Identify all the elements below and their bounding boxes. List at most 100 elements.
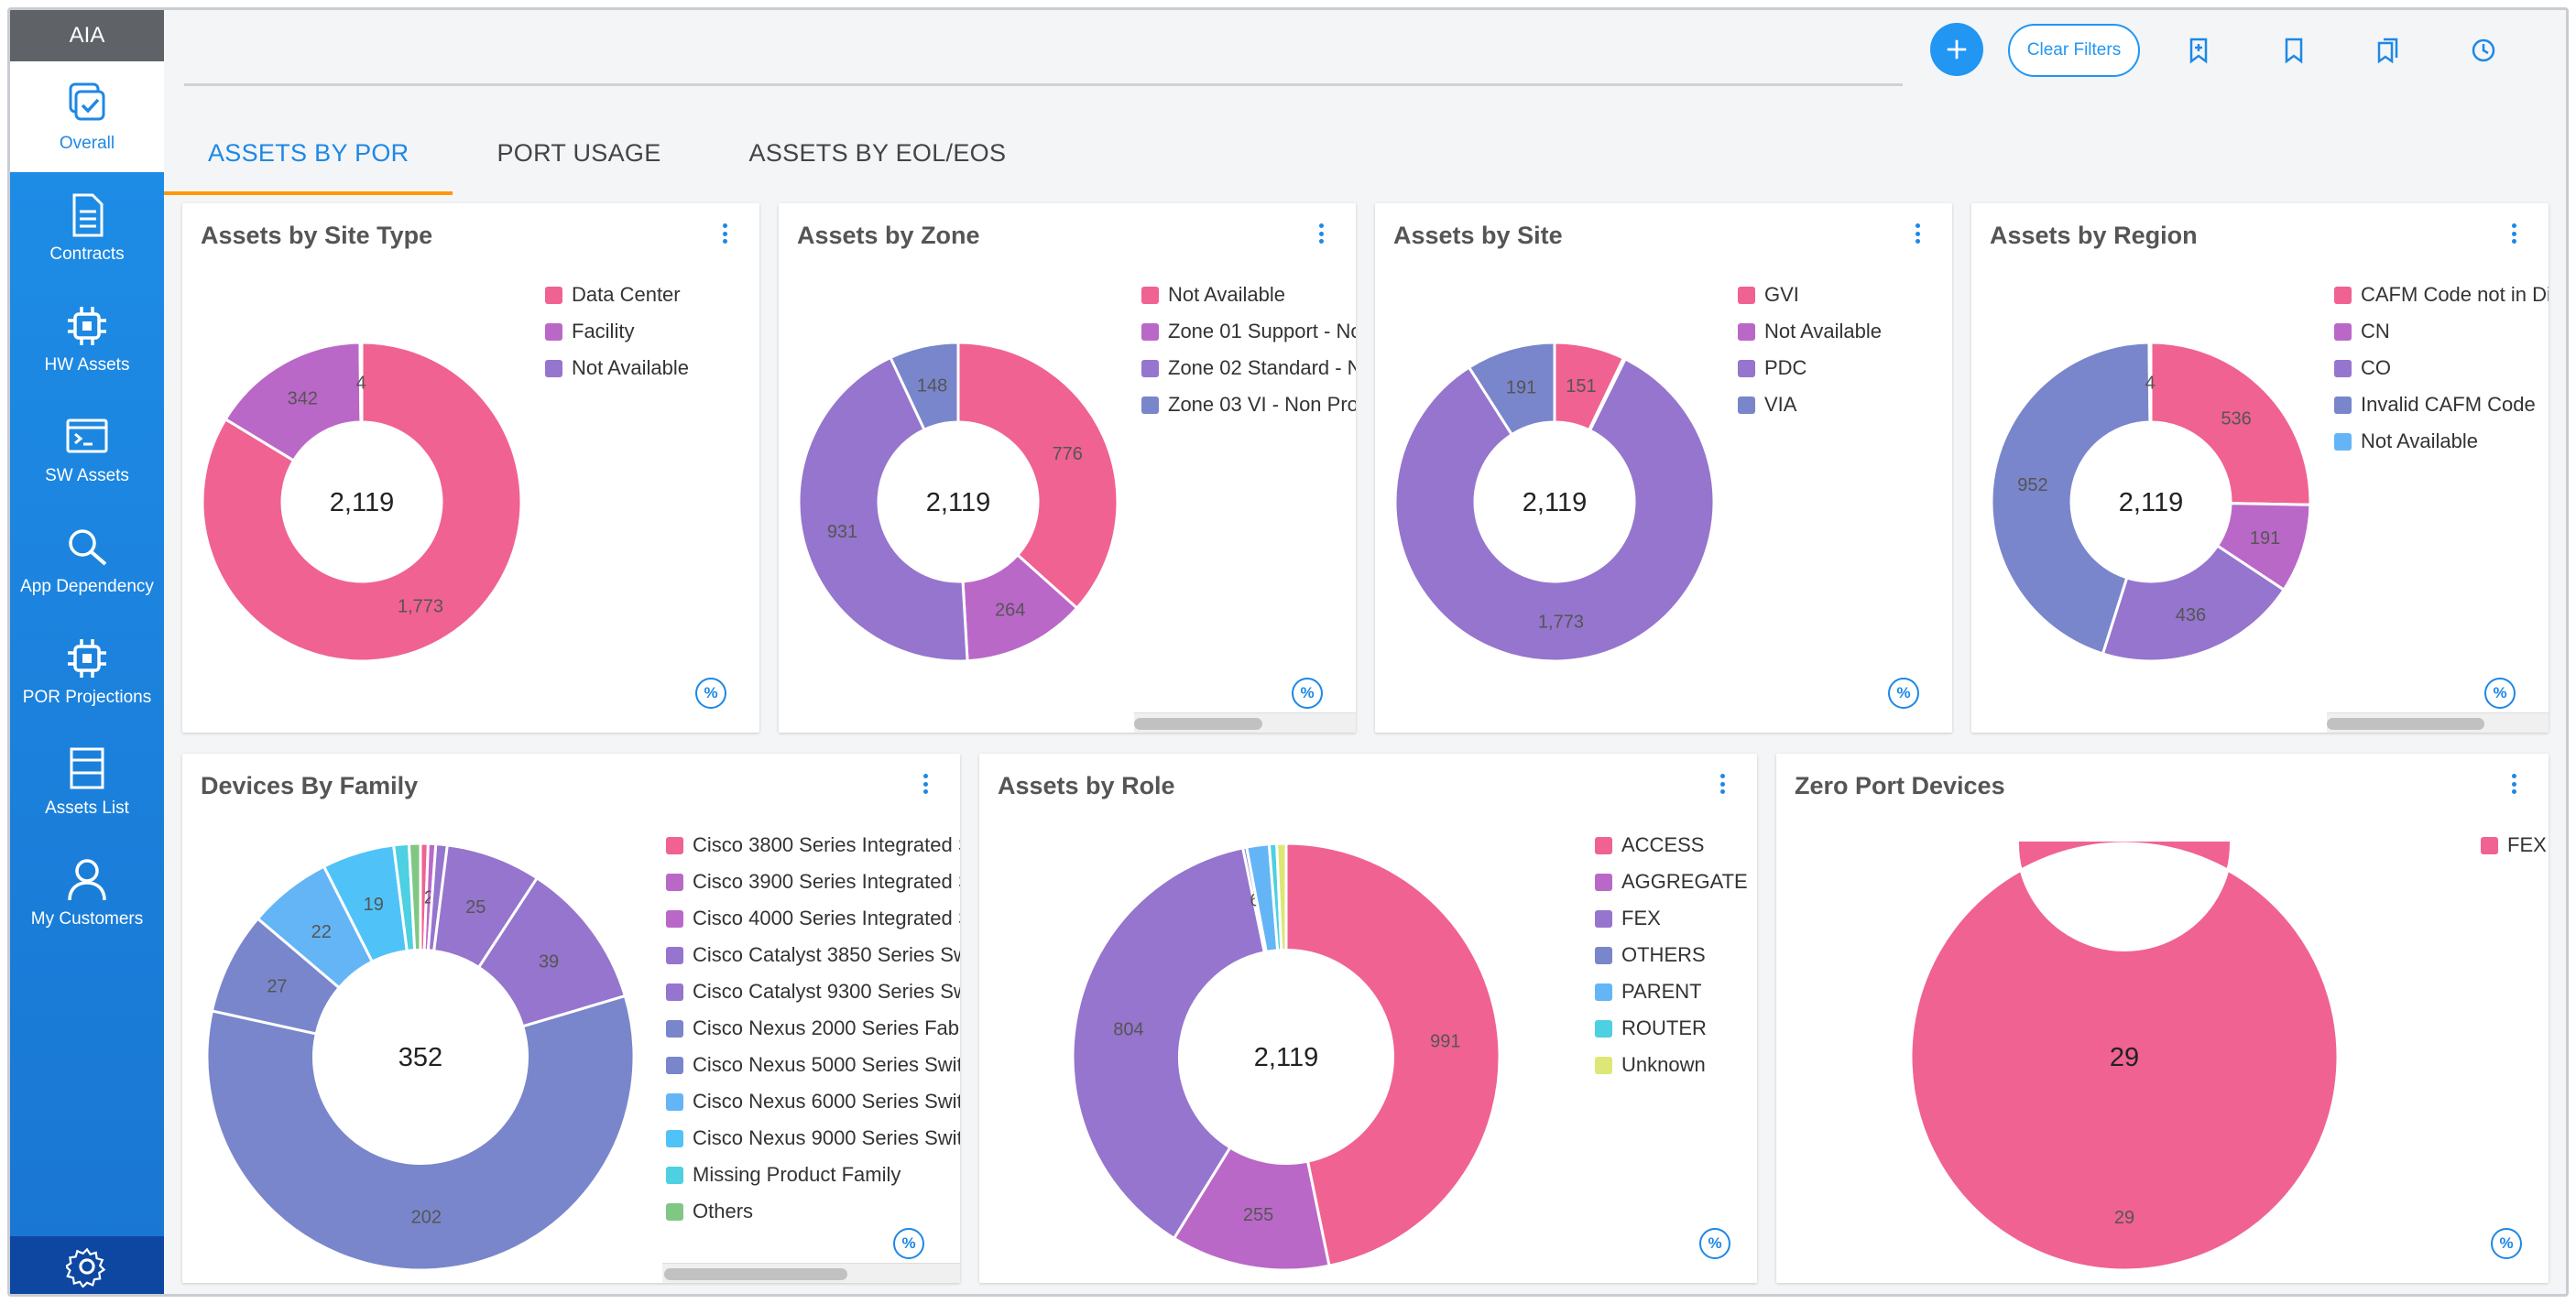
donut-slice[interactable] bbox=[407, 842, 422, 952]
card-menu-button[interactable] bbox=[916, 770, 934, 798]
sidebar-item-hw-assets[interactable]: HW Assets bbox=[10, 283, 164, 394]
bookmark-button[interactable] bbox=[2276, 32, 2312, 69]
legend-item[interactable]: Not Available bbox=[1738, 313, 1939, 350]
donut-slice[interactable] bbox=[1990, 341, 2152, 656]
sidebar-item-sw-assets[interactable]: SW Assets bbox=[10, 394, 164, 505]
legend-item[interactable]: Cisco 4000 Series Integrated Services Ro… bbox=[666, 900, 960, 937]
card-menu-button[interactable] bbox=[1908, 220, 1927, 247]
donut-total: 2,119 bbox=[2119, 488, 2183, 517]
card-menu-button[interactable] bbox=[2505, 770, 2523, 798]
percent-toggle-button[interactable]: % bbox=[1888, 678, 1919, 709]
card-menu-button[interactable] bbox=[2505, 220, 2523, 247]
legend-item[interactable]: GVI bbox=[1738, 277, 1939, 313]
card-menu-button[interactable] bbox=[1713, 770, 1731, 798]
donut-slice[interactable] bbox=[2147, 341, 2153, 424]
bookmark-add-button[interactable] bbox=[2180, 32, 2217, 69]
tab-assets-by-por[interactable]: ASSETS BY POR bbox=[164, 111, 453, 195]
legend-item[interactable]: ROUTER bbox=[1595, 1010, 1757, 1047]
donut-slice[interactable] bbox=[889, 341, 960, 432]
donut-slice[interactable] bbox=[1275, 842, 1288, 952]
legend-item[interactable]: Cisco 3900 Series Integrated Services Ro… bbox=[666, 864, 960, 900]
legend-item[interactable]: Not Available bbox=[2334, 423, 2549, 460]
legend-item[interactable]: FEX bbox=[1595, 900, 1757, 937]
scrollbar-thumb[interactable] bbox=[664, 1268, 847, 1280]
donut-slice[interactable] bbox=[1071, 846, 1267, 1241]
donut-slice[interactable] bbox=[224, 341, 363, 462]
sidebar-item-contracts[interactable]: Contracts bbox=[10, 172, 164, 283]
sidebar-item-app-dependency[interactable]: App Dependency bbox=[10, 505, 164, 615]
legend-item[interactable]: Facility bbox=[545, 313, 747, 350]
legend-item[interactable]: Zone 02 Standard - Non Production bbox=[1141, 350, 1356, 386]
percent-toggle-button[interactable]: % bbox=[695, 678, 726, 709]
donut-slice[interactable] bbox=[1284, 842, 1501, 1267]
tab-port-usage[interactable]: PORT USAGE bbox=[497, 138, 661, 167]
legend-item[interactable]: PDC bbox=[1738, 350, 1939, 386]
legend-item[interactable]: Not Available bbox=[545, 350, 747, 386]
legend-scrollbar[interactable] bbox=[2327, 712, 2549, 733]
slice-value-label: 1,773 bbox=[1538, 612, 1584, 632]
legend-item[interactable]: Cisco Nexus 5000 Series Switches bbox=[666, 1047, 960, 1083]
slice-value-label: 536 bbox=[2221, 409, 2251, 429]
percent-toggle-button[interactable]: % bbox=[2484, 678, 2516, 709]
card-menu-button[interactable] bbox=[1312, 220, 1330, 247]
legend-item[interactable]: Unknown bbox=[1595, 1047, 1757, 1083]
donut-slice[interactable] bbox=[1467, 341, 1556, 437]
legend-item[interactable]: Cisco Nexus 2000 Series Fabric Extenders bbox=[666, 1010, 960, 1047]
add-button[interactable] bbox=[1930, 23, 1983, 76]
legend-scrollbar[interactable] bbox=[662, 1263, 960, 1283]
legend-swatch bbox=[1141, 286, 1159, 304]
donut-slice[interactable] bbox=[1393, 357, 1716, 663]
sidebar-item-assets-list[interactable]: Assets List bbox=[10, 726, 164, 837]
legend-item[interactable]: Missing Product Family bbox=[666, 1157, 960, 1193]
card-menu-button[interactable] bbox=[715, 220, 734, 247]
scrollbar-thumb[interactable] bbox=[2327, 718, 2484, 730]
legend-item[interactable]: OTHERS bbox=[1595, 937, 1757, 973]
legend-item[interactable]: Cisco Nexus 9000 Series Switches bbox=[666, 1120, 960, 1157]
percent-toggle-button[interactable]: % bbox=[2491, 1228, 2522, 1259]
legend-item[interactable]: PARENT bbox=[1595, 973, 1757, 1010]
legend-label: PDC bbox=[1764, 356, 1807, 379]
clear-filters-button[interactable]: Clear Filters bbox=[2008, 24, 2140, 77]
scrollbar-thumb[interactable] bbox=[1134, 718, 1262, 730]
legend-item[interactable]: Cisco Nexus 6000 Series Switches bbox=[666, 1083, 960, 1120]
legend-scrollbar[interactable] bbox=[1134, 712, 1356, 733]
legend-item[interactable]: Invalid CAFM Code bbox=[2334, 386, 2549, 423]
percent-toggle-button[interactable]: % bbox=[1292, 678, 1323, 709]
legend-item[interactable]: CN bbox=[2334, 313, 2549, 350]
legend-item[interactable]: CO bbox=[2334, 350, 2549, 386]
sidebar-item-overall[interactable]: Overall bbox=[10, 61, 164, 172]
legend-item[interactable]: Zone 03 VI - Non Production bbox=[1141, 386, 1356, 423]
bookmarks-button[interactable] bbox=[2370, 32, 2407, 69]
legend-swatch bbox=[1595, 1056, 1612, 1074]
legend-swatch bbox=[666, 1129, 683, 1147]
donut-slice[interactable] bbox=[2101, 543, 2287, 663]
legend-item[interactable]: Cisco Catalyst 9300 Series Switches bbox=[666, 973, 960, 1010]
legend-item[interactable]: Zone 01 Support - Non Production bbox=[1141, 313, 1356, 350]
legend-item[interactable]: CAFM Code not in Dictionary bbox=[2334, 277, 2549, 313]
legend-item[interactable]: Data Center bbox=[545, 277, 747, 313]
legend-item[interactable]: VIA bbox=[1738, 386, 1939, 423]
settings-button[interactable] bbox=[10, 1236, 164, 1294]
sidebar-item-my-customers[interactable]: My Customers bbox=[10, 837, 164, 948]
donut-slice[interactable] bbox=[1909, 842, 2340, 1272]
legend-item[interactable]: ACCESS bbox=[1595, 827, 1757, 864]
donut-slice[interactable] bbox=[2149, 341, 2312, 506]
legend-item[interactable]: Cisco 3800 Series Integrated Services Ro… bbox=[666, 827, 960, 864]
percent-toggle-button[interactable]: % bbox=[893, 1228, 924, 1259]
percent-toggle-button[interactable]: % bbox=[1699, 1228, 1730, 1259]
donut-slice[interactable] bbox=[205, 994, 636, 1272]
legend-swatch bbox=[1738, 322, 1755, 341]
donut-slice[interactable] bbox=[956, 341, 1119, 611]
donut-slice[interactable] bbox=[201, 341, 523, 663]
legend-item[interactable]: Others bbox=[666, 1193, 960, 1230]
legend-item[interactable]: Not Available bbox=[1141, 277, 1356, 313]
legend-item[interactable]: AGGREGATE bbox=[1595, 864, 1757, 900]
donut-slice[interactable] bbox=[797, 355, 969, 663]
tab-assets-by-eol-eos[interactable]: ASSETS BY EOL/EOS bbox=[748, 138, 1007, 167]
legend-item[interactable]: FEX bbox=[2481, 827, 2549, 864]
history-button[interactable] bbox=[2465, 32, 2502, 69]
legend-swatch bbox=[1595, 836, 1612, 854]
legend-item[interactable]: Cisco Catalyst 3850 Series Switches bbox=[666, 937, 960, 973]
donut-slice[interactable] bbox=[358, 341, 364, 424]
sidebar-item-por-projections[interactable]: POR Projections bbox=[10, 615, 164, 726]
